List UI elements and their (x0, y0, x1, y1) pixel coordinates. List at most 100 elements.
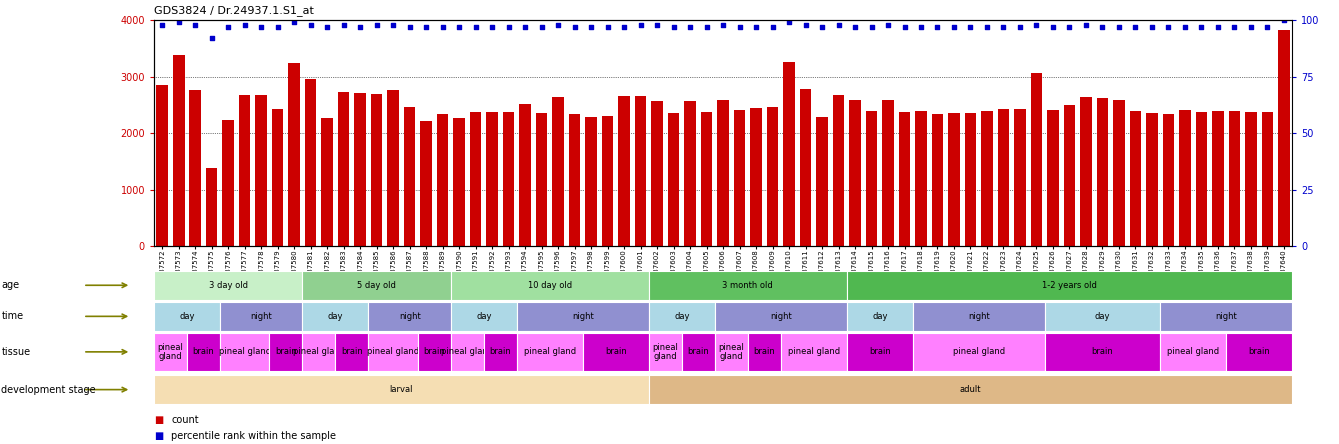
Bar (1130, 111, 1141, 246)
Point (811, 23, 833, 30)
Text: adult: adult (960, 385, 981, 394)
Bar (601, 116, 613, 246)
Point (728, 23, 750, 30)
Point (300, 21, 321, 28)
Text: ■: ■ (154, 415, 163, 424)
Point (1059, 23, 1081, 30)
Text: brain: brain (605, 347, 627, 357)
Text: pineal gland: pineal gland (442, 347, 494, 357)
Point (1109, 23, 1130, 30)
Text: pineal gland: pineal gland (787, 347, 840, 357)
Point (877, 21, 898, 28)
Bar (256, 95, 266, 246)
Text: night: night (250, 312, 272, 321)
Text: night: night (399, 312, 420, 321)
Text: night: night (572, 312, 593, 321)
Bar (1014, 109, 1026, 246)
Point (201, 35, 222, 42)
Bar (1212, 111, 1224, 246)
Bar (1063, 106, 1075, 246)
Text: brain: brain (754, 347, 775, 357)
Bar (948, 113, 960, 246)
Bar (882, 100, 894, 246)
Bar (272, 109, 284, 246)
Point (1224, 23, 1245, 30)
Point (1174, 23, 1196, 30)
Text: day: day (328, 312, 343, 321)
Text: day: day (477, 312, 491, 321)
Text: brain: brain (1248, 347, 1269, 357)
Bar (1031, 73, 1042, 246)
Point (1141, 23, 1162, 30)
Bar (783, 62, 795, 246)
Text: pineal gland: pineal gland (367, 347, 419, 357)
Point (1042, 23, 1063, 30)
Bar (387, 90, 399, 246)
Point (234, 21, 256, 28)
Bar (833, 95, 845, 246)
Bar (420, 121, 432, 246)
Bar (866, 111, 877, 246)
Point (828, 21, 849, 28)
Bar (619, 96, 629, 246)
Point (1125, 23, 1146, 30)
Bar (238, 95, 250, 246)
Point (217, 23, 238, 30)
Bar (718, 100, 728, 246)
Bar (569, 114, 580, 246)
Text: 10 day old: 10 day old (528, 281, 572, 290)
Point (1240, 23, 1261, 30)
Text: pineal
gland: pineal gland (158, 342, 183, 361)
Point (1075, 21, 1097, 28)
Point (465, 23, 486, 30)
Text: pineal gland: pineal gland (952, 347, 1004, 357)
Point (712, 21, 734, 28)
Text: brain: brain (687, 347, 710, 357)
Point (679, 23, 700, 30)
Bar (157, 85, 167, 246)
Point (943, 23, 964, 30)
Point (1208, 23, 1229, 30)
Bar (1081, 97, 1091, 246)
Point (399, 23, 420, 30)
Bar (998, 109, 1010, 246)
Point (613, 23, 635, 30)
Text: pineal gland: pineal gland (524, 347, 576, 357)
Text: percentile rank within the sample: percentile rank within the sample (171, 431, 336, 441)
Point (1010, 23, 1031, 30)
Point (927, 23, 948, 30)
Bar (454, 118, 465, 246)
Bar (651, 102, 663, 246)
Text: tissue: tissue (1, 347, 31, 357)
Point (960, 23, 981, 30)
Bar (206, 168, 217, 246)
Bar (750, 108, 762, 246)
Point (663, 23, 684, 30)
Bar (437, 114, 449, 246)
Text: brain: brain (193, 347, 214, 357)
Bar (585, 117, 597, 246)
Point (778, 19, 799, 26)
Point (530, 23, 552, 30)
Bar (1261, 112, 1273, 246)
Point (498, 23, 520, 30)
Point (564, 23, 585, 30)
Bar (337, 92, 349, 246)
Bar (635, 96, 647, 246)
Text: brain: brain (341, 347, 363, 357)
Bar (173, 55, 185, 246)
Text: GDS3824 / Dr.24937.1.S1_at: GDS3824 / Dr.24937.1.S1_at (154, 4, 313, 16)
Bar (1279, 30, 1289, 246)
Text: day: day (179, 312, 194, 321)
Bar (817, 117, 828, 246)
Bar (1180, 110, 1190, 246)
Point (597, 23, 619, 30)
Text: pineal
gland: pineal gland (718, 342, 744, 361)
Text: pineal
gland: pineal gland (652, 342, 679, 361)
Bar (981, 111, 992, 246)
Bar (668, 113, 679, 246)
Text: age: age (1, 280, 20, 290)
Point (316, 23, 337, 30)
Text: development stage: development stage (1, 385, 96, 395)
Bar (898, 112, 911, 246)
